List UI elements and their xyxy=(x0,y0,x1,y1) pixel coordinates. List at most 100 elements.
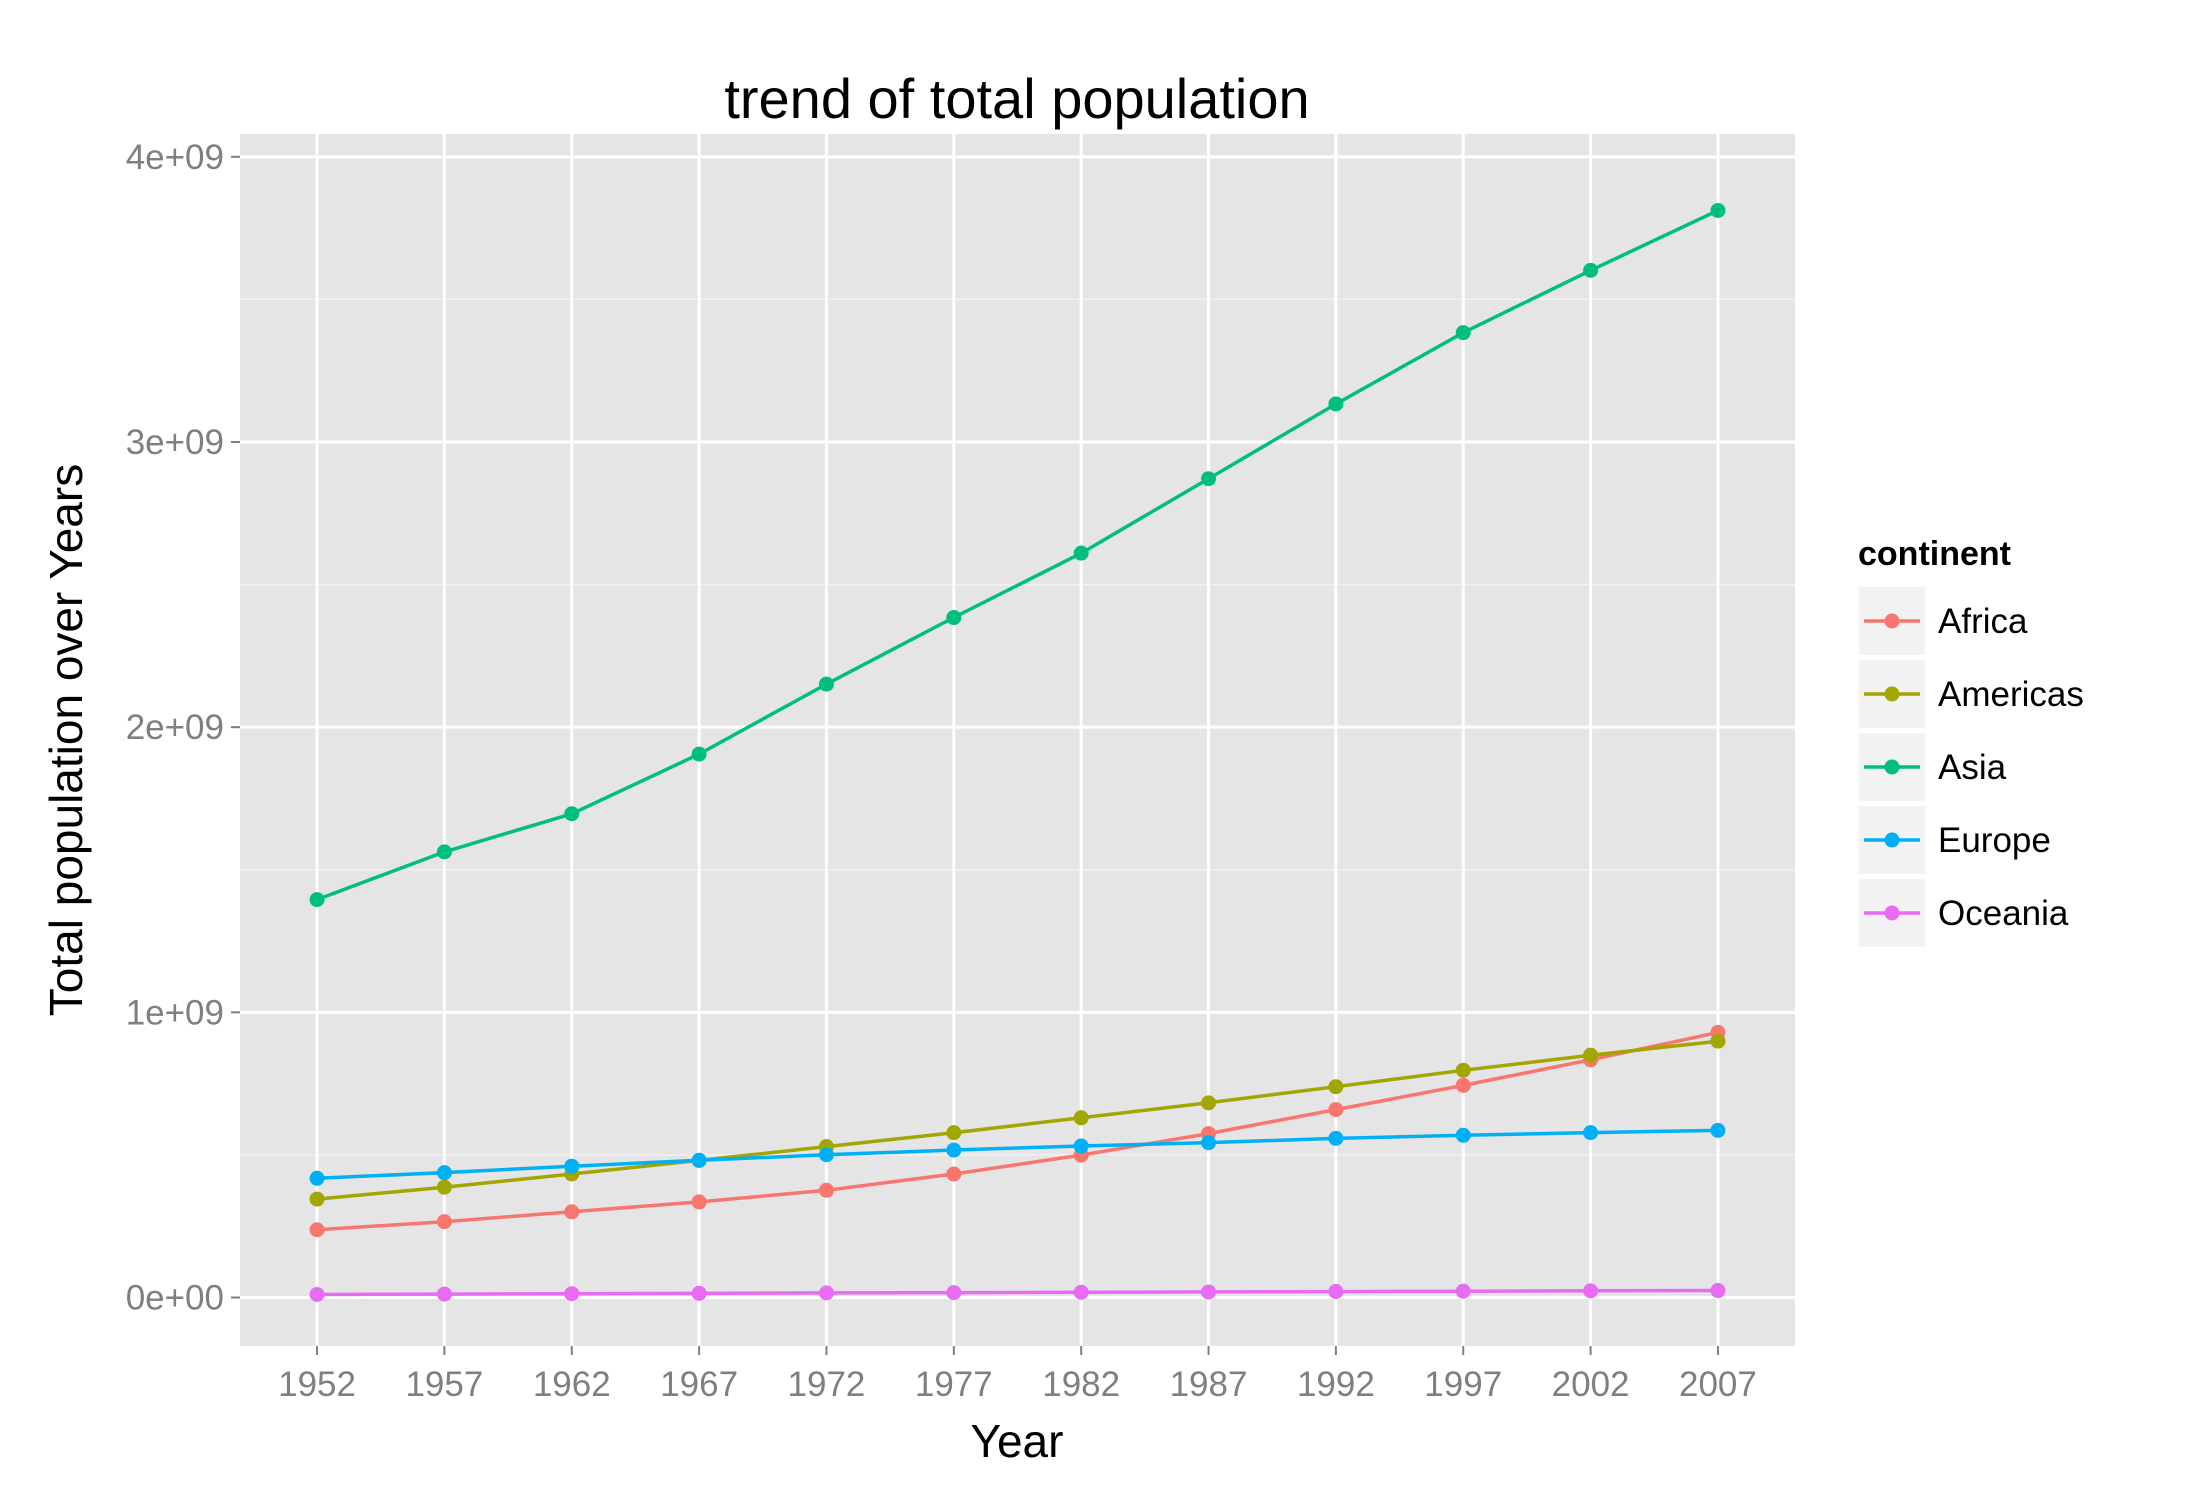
data-point-asia xyxy=(1583,262,1599,278)
data-point-europe xyxy=(1328,1130,1344,1146)
legend-label-americas: Americas xyxy=(1938,675,2084,714)
data-point-asia xyxy=(436,844,452,860)
x-tick-label: 1972 xyxy=(788,1365,866,1404)
data-point-asia xyxy=(1073,545,1089,561)
legend-point-americas xyxy=(1884,686,1900,702)
data-point-europe xyxy=(818,1147,834,1163)
x-tick-label: 2002 xyxy=(1552,1365,1630,1404)
data-point-oceania xyxy=(1201,1284,1217,1300)
legend: continent Africa Americas Asia Europe Oceani… xyxy=(1857,535,2084,949)
y-tick-label: 4e+09 xyxy=(126,138,224,177)
data-point-americas xyxy=(436,1179,452,1195)
data-point-africa xyxy=(1328,1102,1344,1118)
y-axis-ticks: 0e+00 1e+09 2e+09 3e+09 4e+09 xyxy=(126,138,240,1318)
data-point-americas xyxy=(1328,1079,1344,1095)
data-point-asia xyxy=(1455,325,1471,341)
data-point-europe xyxy=(691,1152,707,1168)
data-point-africa xyxy=(309,1222,325,1238)
series-layer xyxy=(309,202,1726,1302)
data-point-asia xyxy=(1328,396,1344,412)
data-point-americas xyxy=(1073,1110,1089,1126)
data-point-africa xyxy=(564,1204,580,1220)
series-africa xyxy=(309,1024,1726,1238)
legend-label-africa: Africa xyxy=(1938,602,2028,641)
data-point-asia xyxy=(691,746,707,762)
x-tick-label: 1967 xyxy=(660,1365,738,1404)
data-point-oceania xyxy=(818,1285,834,1301)
data-point-asia xyxy=(946,610,962,626)
data-point-africa xyxy=(818,1182,834,1198)
series-line-asia xyxy=(316,208,1719,902)
legend-point-africa xyxy=(1884,613,1900,629)
data-point-africa xyxy=(691,1194,707,1210)
legend-item-oceania: Oceania xyxy=(1857,877,2069,949)
data-point-europe xyxy=(1201,1135,1217,1151)
legend-item-europe: Europe xyxy=(1857,804,2051,876)
legend-label-oceania: Oceania xyxy=(1938,894,2069,933)
data-point-oceania xyxy=(1073,1284,1089,1300)
legend-point-asia xyxy=(1884,759,1900,775)
series-line-europe xyxy=(316,1128,1719,1181)
x-tick-label: 2007 xyxy=(1679,1365,1757,1404)
data-point-europe xyxy=(564,1158,580,1174)
x-tick-label: 1987 xyxy=(1170,1365,1248,1404)
x-tick-label: 1957 xyxy=(405,1365,483,1404)
data-point-oceania xyxy=(1328,1284,1344,1300)
legend-label-asia: Asia xyxy=(1938,748,2007,787)
data-point-europe xyxy=(1073,1138,1089,1154)
data-point-europe xyxy=(1583,1125,1599,1141)
legend-label-europe: Europe xyxy=(1938,821,2051,860)
y-tick-label: 0e+00 xyxy=(126,1279,224,1318)
data-point-europe xyxy=(309,1170,325,1186)
data-point-oceania xyxy=(309,1286,325,1302)
x-tick-label: 1997 xyxy=(1424,1365,1502,1404)
data-point-oceania xyxy=(564,1286,580,1302)
data-point-europe xyxy=(436,1165,452,1181)
data-point-americas xyxy=(1710,1033,1726,1049)
series-line-americas xyxy=(316,1039,1719,1201)
data-point-africa xyxy=(1455,1077,1471,1093)
data-point-americas xyxy=(1455,1062,1471,1078)
x-tick-label: 1952 xyxy=(278,1365,356,1404)
x-axis-ticks: 1952 1957 1962 1967 1972 1977 1982 1987 1992 1997… xyxy=(278,1346,1757,1404)
x-tick-label: 1977 xyxy=(915,1365,993,1404)
data-point-americas xyxy=(1583,1047,1599,1063)
data-point-oceania xyxy=(946,1285,962,1301)
series-line-africa xyxy=(316,1030,1719,1232)
series-asia xyxy=(309,202,1726,908)
legend-item-americas: Americas xyxy=(1857,658,2084,730)
legend-item-asia: Asia xyxy=(1857,731,2007,803)
data-point-americas xyxy=(309,1191,325,1207)
series-europe xyxy=(309,1122,1726,1186)
series-line-oceania xyxy=(316,1288,1719,1297)
data-point-oceania xyxy=(436,1286,452,1302)
y-tick-label: 3e+09 xyxy=(126,423,224,462)
x-tick-label: 1982 xyxy=(1042,1365,1120,1404)
series-oceania xyxy=(309,1283,1726,1302)
data-point-europe xyxy=(1455,1127,1471,1143)
data-point-oceania xyxy=(1710,1283,1726,1299)
legend-title: continent xyxy=(1858,535,2011,573)
x-axis-title: Year xyxy=(971,1415,1064,1467)
plot-panel xyxy=(240,134,1795,1346)
y-tick-label: 2e+09 xyxy=(126,708,224,747)
data-point-americas xyxy=(1201,1095,1217,1111)
data-point-europe xyxy=(946,1142,962,1158)
data-point-asia xyxy=(309,892,325,908)
y-tick-label: 1e+09 xyxy=(126,993,224,1032)
data-point-europe xyxy=(1710,1122,1726,1138)
data-point-asia xyxy=(1710,202,1726,218)
major-gridlines xyxy=(240,134,1795,1346)
data-point-asia xyxy=(818,676,834,692)
x-tick-label: 1992 xyxy=(1297,1365,1375,1404)
legend-item-africa: Africa xyxy=(1857,585,2028,657)
y-axis-title: Total population over Years xyxy=(40,464,92,1016)
data-point-oceania xyxy=(1455,1283,1471,1299)
data-point-asia xyxy=(564,806,580,822)
legend-point-oceania xyxy=(1884,905,1900,921)
data-point-africa xyxy=(436,1214,452,1230)
legend-point-europe xyxy=(1884,832,1900,848)
legend-items: Africa Americas Asia Europe Oceania xyxy=(1857,585,2084,949)
chart-title: trend of total population xyxy=(724,67,1309,130)
